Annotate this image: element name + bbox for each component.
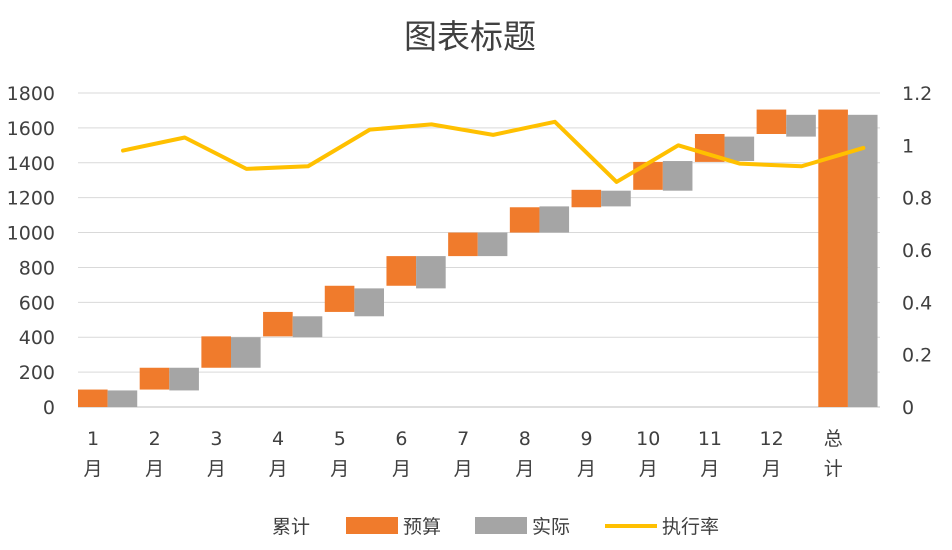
x-tick-label: 9 bbox=[580, 428, 592, 450]
x-tick-label-unit: 月 bbox=[392, 458, 411, 480]
bar-budget bbox=[78, 389, 108, 407]
y2-tick-label: 0.8 bbox=[902, 188, 932, 210]
x-tick-label-unit: 月 bbox=[269, 458, 288, 480]
y-tick-label: 400 bbox=[19, 327, 55, 349]
y-tick-label: 1800 bbox=[7, 83, 55, 105]
rate-line bbox=[121, 119, 866, 184]
legend-label-budget: 预算 bbox=[403, 516, 441, 538]
bar-actual bbox=[847, 114, 878, 408]
rate-line-path bbox=[121, 119, 866, 184]
x-tick-label: 6 bbox=[395, 428, 407, 450]
x-tick-label: 7 bbox=[457, 428, 469, 450]
x-tick-label: 总 bbox=[824, 428, 843, 450]
bar-actual bbox=[601, 190, 631, 207]
bar-actual bbox=[539, 206, 570, 233]
y-axis-right: 0 0.2 0.4 0.6 0.8 1 1.2 bbox=[902, 83, 932, 419]
bar-budget bbox=[139, 367, 170, 390]
bar-budget bbox=[386, 256, 417, 286]
x-tick-label-unit: 月 bbox=[145, 458, 164, 480]
y-tick-label: 1400 bbox=[7, 153, 55, 175]
chart-title: 图表标题 bbox=[404, 17, 536, 56]
legend-label-cumulative: 累计 bbox=[272, 516, 310, 538]
bar-actual bbox=[724, 136, 755, 162]
y-tick-label: 1000 bbox=[7, 223, 55, 245]
bar-budget bbox=[756, 109, 787, 134]
x-tick-label-unit: 月 bbox=[83, 458, 102, 480]
y-tick-label: 1200 bbox=[7, 188, 55, 210]
x-tick-label-unit: 月 bbox=[700, 458, 719, 480]
y-tick-label: 800 bbox=[19, 257, 55, 279]
y-tick-label: 0 bbox=[43, 397, 55, 419]
x-tick-label-unit: 月 bbox=[577, 458, 596, 480]
legend-label-rate: 执行率 bbox=[662, 516, 719, 538]
y2-tick-label: 0.2 bbox=[902, 345, 932, 367]
x-tick-label: 4 bbox=[272, 428, 284, 450]
bars bbox=[78, 109, 878, 408]
legend-swatch-actual bbox=[475, 517, 527, 534]
y2-tick-label: 0.4 bbox=[902, 292, 932, 314]
x-tick-label: 11 bbox=[698, 428, 722, 450]
legend: 累计 预算 实际 执行率 bbox=[272, 516, 719, 538]
bar-actual bbox=[230, 337, 261, 368]
legend-label-actual: 实际 bbox=[532, 516, 570, 538]
bar-actual bbox=[416, 256, 446, 289]
y-axis-left: 0 200 400 600 800 1000 1200 1400 1600 1800 bbox=[7, 83, 55, 419]
x-tick-label-unit: 月 bbox=[207, 458, 226, 480]
x-tick-label: 2 bbox=[149, 428, 161, 450]
bar-budget bbox=[571, 189, 602, 208]
bar-actual bbox=[354, 288, 384, 317]
bar-actual bbox=[786, 114, 816, 137]
bar-budget bbox=[324, 285, 355, 312]
x-tick-label: 3 bbox=[210, 428, 222, 450]
x-tick-label: 12 bbox=[760, 428, 784, 450]
x-tick-label: 5 bbox=[334, 428, 346, 450]
y2-tick-label: 0.6 bbox=[902, 240, 932, 262]
y2-tick-label: 0 bbox=[902, 397, 914, 419]
bar-actual bbox=[292, 316, 323, 338]
bar-actual bbox=[169, 367, 199, 391]
x-tick-label-unit: 月 bbox=[330, 458, 349, 480]
bar-actual bbox=[662, 161, 693, 191]
x-tick-label-unit: 月 bbox=[515, 458, 534, 480]
x-tick-label: 1 bbox=[87, 428, 99, 450]
bar-budget bbox=[263, 311, 293, 337]
x-tick-label: 8 bbox=[519, 428, 531, 450]
bar-budget bbox=[633, 161, 663, 190]
y2-tick-label: 1 bbox=[902, 135, 914, 157]
y-tick-label: 1600 bbox=[7, 118, 55, 140]
bar-actual bbox=[477, 232, 508, 257]
y-tick-label: 200 bbox=[19, 362, 55, 384]
x-tick-label-unit: 月 bbox=[454, 458, 473, 480]
x-tick-label: 10 bbox=[636, 428, 660, 450]
y2-tick-label: 1.2 bbox=[902, 83, 932, 105]
bar-actual bbox=[107, 390, 138, 407]
y-tick-label: 600 bbox=[19, 292, 55, 314]
bar-budget bbox=[509, 207, 540, 233]
legend-swatch-budget bbox=[346, 517, 398, 534]
x-tick-label-unit: 月 bbox=[762, 458, 781, 480]
x-tick-label-unit: 计 bbox=[824, 458, 843, 480]
x-axis: 1 月 2 月 3 月 4 月 5 月 6 月 7 月 8 月 9 月 10 月 11 月 12 月 总计 bbox=[83, 428, 842, 480]
bar-budget bbox=[448, 232, 478, 257]
bar-budget bbox=[201, 336, 231, 368]
x-tick-label-unit: 月 bbox=[639, 458, 658, 480]
